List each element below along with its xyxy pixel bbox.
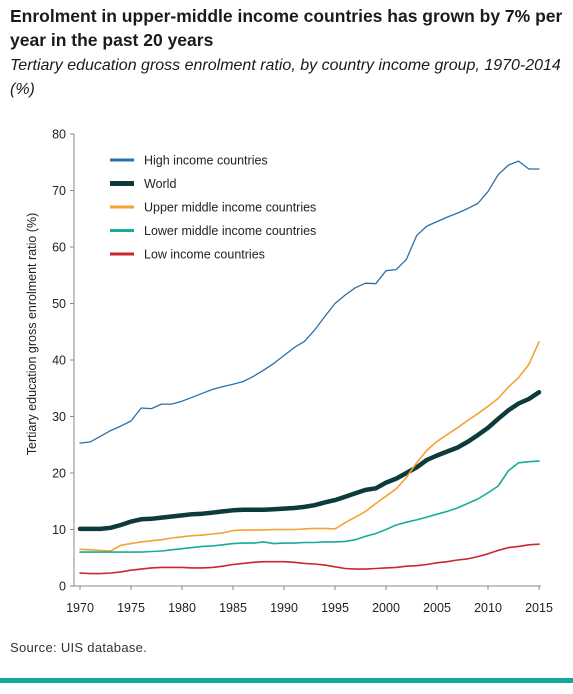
- y-tick-label: 50: [52, 297, 66, 311]
- x-tick-label: 1970: [66, 601, 94, 615]
- x-tick-label: 1990: [270, 601, 298, 615]
- x-tick-label: 1985: [219, 601, 247, 615]
- series-line-2: [79, 341, 540, 552]
- legend-label: High income countries: [144, 154, 268, 168]
- y-tick-label: 80: [52, 128, 66, 142]
- series-line-1: [77, 389, 542, 532]
- y-tick-label: 60: [52, 241, 66, 255]
- line-chart: 0 10 20 30 40 50 60 70 80 1970 1975 1980 1985 1990 199…: [25, 128, 553, 616]
- x-tick-label: 1975: [117, 601, 145, 615]
- series-line-3: [79, 460, 540, 553]
- x-tick-label: 1980: [168, 601, 196, 615]
- chart-subtitle: Tertiary education gross enrolment ratio…: [10, 57, 561, 98]
- x-tick-label: 2015: [525, 601, 553, 615]
- legend-label: Low income countries: [144, 248, 265, 262]
- y-tick-label: 40: [52, 354, 66, 368]
- legend: High income countries World Upper middle i…: [110, 154, 316, 262]
- source-note: Source: UIS database.: [10, 640, 148, 655]
- x-tick-label: 2010: [474, 601, 502, 615]
- legend-label: World: [144, 177, 176, 191]
- series-layer: [77, 160, 542, 575]
- bottom-accent-bar: [0, 678, 573, 683]
- legend-label: Lower middle income countries: [144, 224, 316, 238]
- legend-label: Upper middle income countries: [144, 201, 316, 215]
- y-tick-label: 10: [52, 523, 66, 537]
- x-tick-label: 2005: [423, 601, 451, 615]
- x-tick-label: 1995: [321, 601, 349, 615]
- x-tick-label: 2000: [372, 601, 400, 615]
- series-line-0: [79, 160, 540, 444]
- y-tick-label: 70: [52, 184, 66, 198]
- y-axis-label: Tertiary education gross enrolment ratio…: [25, 213, 39, 455]
- chart-title: Enrolment in upper-middle income countri…: [10, 6, 563, 50]
- y-tick-label: 0: [59, 580, 66, 594]
- axes: 0 10 20 30 40 50 60 70 80 1970 1975 1980 1985 1990 199…: [52, 128, 553, 616]
- series-line-4: [79, 543, 540, 575]
- y-tick-label: 20: [52, 467, 66, 481]
- y-tick-label: 30: [52, 410, 66, 424]
